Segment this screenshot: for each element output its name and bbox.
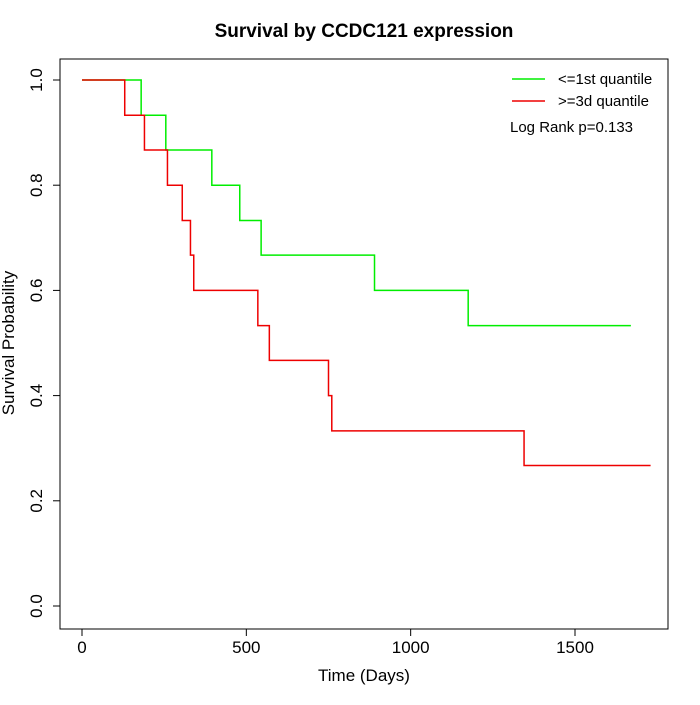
legend-label-2: >=3d quantile — [558, 93, 649, 110]
x-tick-label: 1500 — [556, 638, 594, 657]
y-tick-label: 0.0 — [27, 594, 46, 618]
plot-frame — [59, 58, 669, 630]
x-axis: 0 500 1000 1500 — [77, 628, 594, 657]
y-axis-label: Survival Probability — [0, 270, 18, 415]
legend: <=1st quantile >=3d quantile — [512, 71, 652, 110]
series-layer — [82, 79, 651, 467]
y-axis: 0.0 0.2 0.4 0.6 0.8 1.0 — [27, 68, 61, 618]
chart-title: Survival by CCDC121 expression — [215, 21, 514, 42]
x-tick-label: 0 — [77, 638, 86, 657]
log-rank-annotation: Log Rank p=0.133 — [510, 119, 633, 136]
survival-curve-2 — [82, 79, 651, 467]
survival-curve-1 — [82, 79, 631, 327]
x-tick-label: 500 — [232, 638, 260, 657]
legend-label-1: <=1st quantile — [558, 71, 652, 88]
x-axis-label: Time (Days) — [318, 666, 410, 685]
y-tick-label: 0.2 — [27, 489, 46, 513]
y-tick-label: 0.4 — [27, 384, 46, 408]
x-tick-label: 1000 — [392, 638, 430, 657]
y-tick-label: 0.6 — [27, 279, 46, 303]
y-tick-label: 0.8 — [27, 173, 46, 197]
y-tick-label: 1.0 — [27, 68, 46, 92]
